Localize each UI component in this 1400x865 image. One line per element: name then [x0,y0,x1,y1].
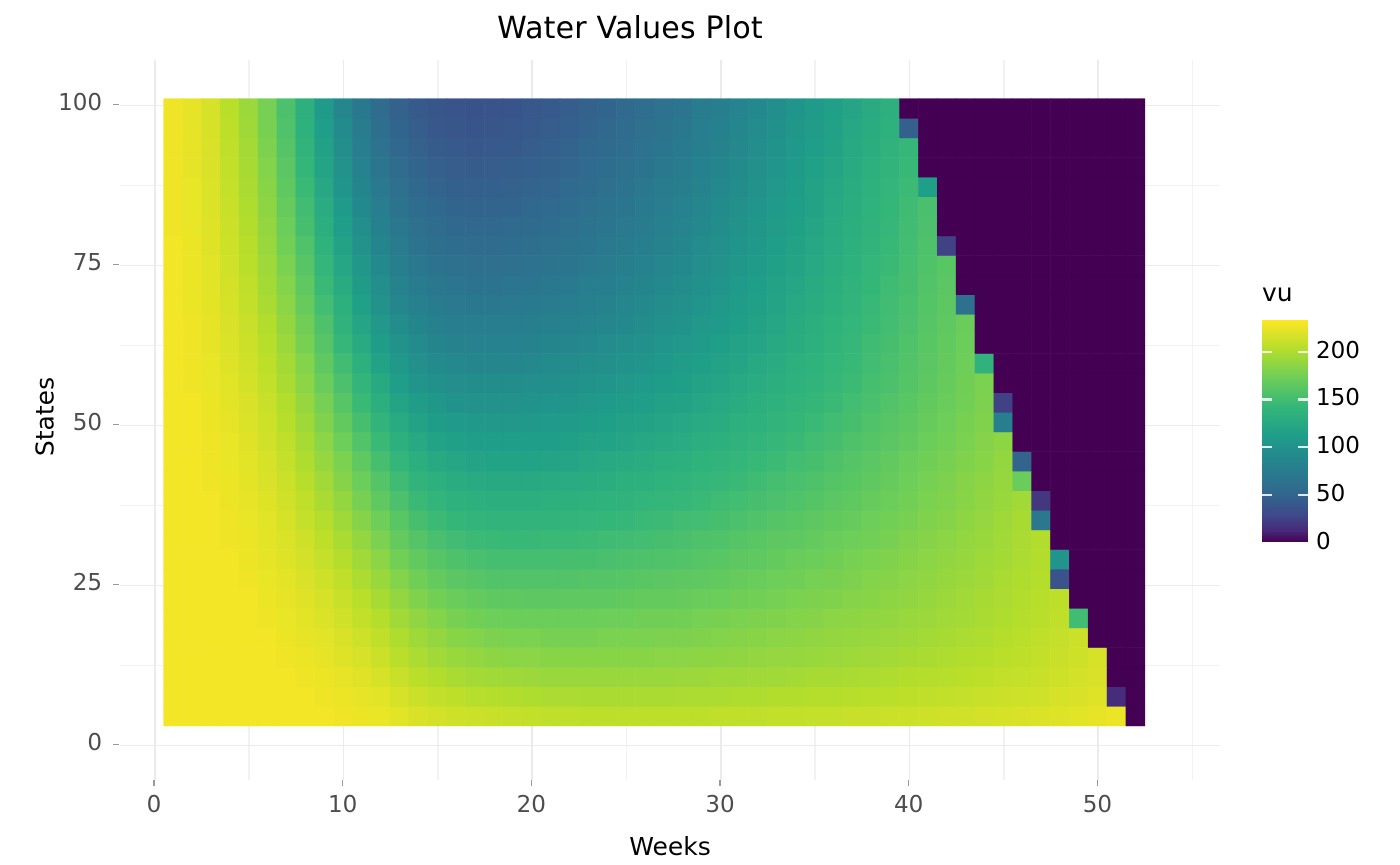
x-tick-label: 30 [705,792,735,818]
legend-tick-mark [1262,542,1272,545]
x-tick-mark [1096,780,1099,786]
y-tick-mark [113,104,119,106]
x-tick-mark [530,780,532,786]
y-tick-label: 50 [72,409,102,436]
y-tick-label: 0 [87,729,102,756]
legend-tick-mark [1298,542,1308,545]
legend-tick-mark [1298,350,1308,353]
y-tick-label: 75 [72,249,102,276]
x-tick-mark [907,780,910,786]
y-tick-label: 100 [58,89,102,116]
x-tick-label: 10 [328,792,358,818]
legend-tick-mark [1262,494,1272,497]
legend-title: vu [1262,278,1293,307]
plot-panel [120,60,1220,780]
x-tick-mark [341,780,344,786]
x-tick-label: 0 [146,792,162,818]
y-tick-mark [113,424,119,426]
color-legend: vu 0 50 100 150 200 [1258,278,1398,578]
y-tick-mark [113,744,119,746]
page-title: Water Values Plot [497,11,763,46]
y-tick-mark [113,264,119,266]
legend-tick-label: 100 [1316,433,1360,460]
legend-tick-mark [1262,398,1272,401]
x-tick-mark [153,780,155,786]
x-tick-label: 40 [894,792,924,818]
legend-tick-mark [1298,446,1308,449]
legend-colorbar [1262,320,1308,542]
legend-tick-mark [1262,446,1272,449]
x-tick-mark [719,780,721,786]
heatmap-canvas [120,60,1220,780]
x-axis-label: Weeks [629,832,711,861]
legend-tick-mark [1262,350,1272,353]
legend-tick-label: 50 [1316,481,1346,508]
legend-tick-label: 200 [1316,337,1360,364]
legend-tick-mark [1298,398,1308,401]
legend-tick-label: 0 [1316,529,1331,555]
y-tick-mark [113,584,119,586]
y-tick-label: 25 [72,569,102,596]
x-tick-label: 50 [1082,792,1112,818]
x-tick-label: 20 [516,792,546,818]
legend-tick-mark [1298,494,1308,497]
legend-tick-label: 150 [1316,385,1360,412]
